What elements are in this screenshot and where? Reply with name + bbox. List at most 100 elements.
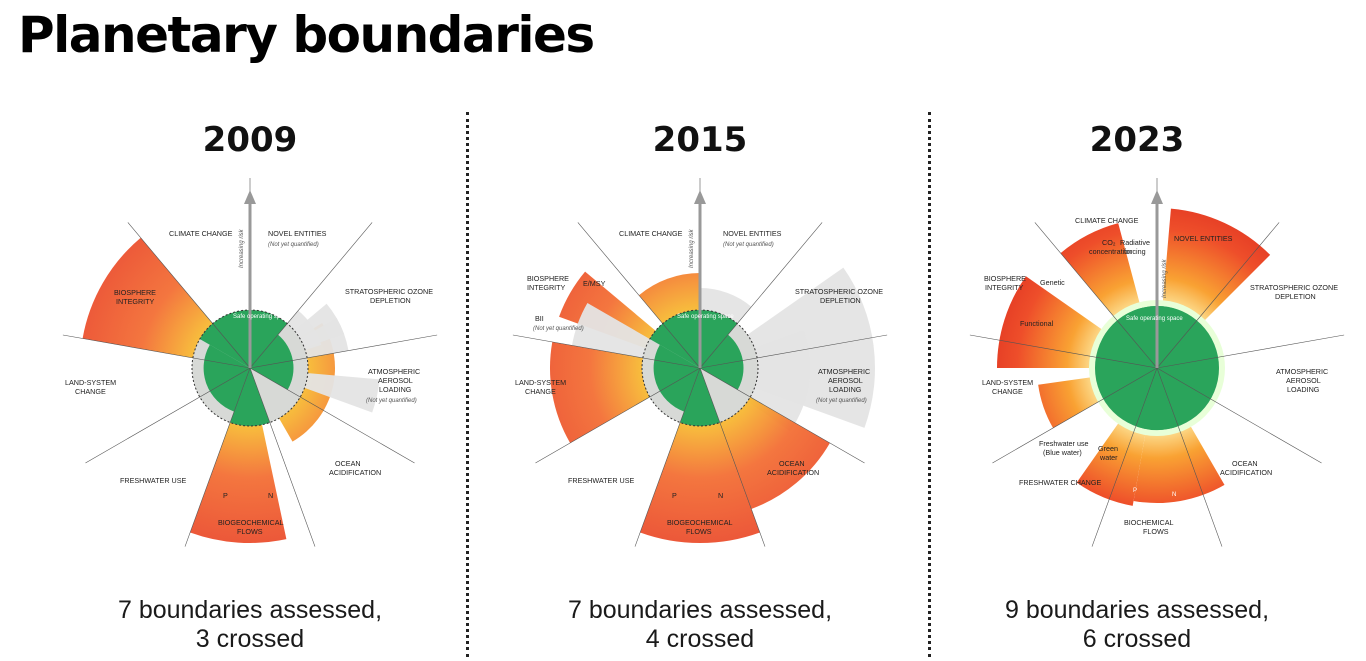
label-novel-entities: NOVEL ENTITIES [1174,234,1233,243]
planetary-boundaries-diagram: Increasing risk Safe operating space CLI… [512,178,888,547]
risk-axis-label: Increasing risk [1162,258,1168,298]
label-aerosol: ATMOSPHERIC [1276,367,1328,376]
boundary-spoke [249,334,438,369]
panel-caption: 7 boundaries assessed, 3 crossed [25,596,475,654]
safe-zone [653,344,700,412]
label-green-water: Green [1098,444,1118,453]
safe-zone [250,334,294,390]
label-ocean: OCEAN [335,459,361,468]
label-aerosol-note: (Not yet quantified) [816,398,867,404]
label-biogeochemical-2: FLOWS [686,527,712,536]
label-climate-change: CLIMATE CHANGE [619,229,683,238]
label-biogeochemical: BIOGEOCHEMICAL [218,518,284,527]
page-title: Planetary boundaries [18,6,595,64]
boundary-spoke [699,367,865,464]
label-biogeochemical-2: FLOWS [237,527,263,536]
label-ocean-2: ACIDIFICATION [329,468,381,477]
label-p: P [672,491,677,500]
label-land-system: LAND-SYSTEM [982,378,1033,387]
label-ozone-2: DEPLETION [370,296,411,305]
label-aerosol-note: (Not yet quantified) [366,398,417,404]
label-radiative-2: forcing [1124,247,1146,256]
label-radiative: Radiative [1120,238,1150,247]
safe-space-label: Safe operating space [677,314,734,320]
risk-axis-arrowhead [244,190,256,204]
label-n: N [1172,492,1176,498]
label-biogeochemical: BIOCHEMICAL [1124,518,1174,527]
label-freshwater: FRESHWATER USE [120,476,186,485]
label-blue-water-2: (Blue water) [1043,448,1082,457]
boundary-spoke [992,367,1158,464]
wedges [82,237,380,543]
boundary-spoke [699,367,766,547]
label-land-system-2: CHANGE [525,387,556,396]
safe-zone [250,310,288,368]
planetary-boundaries-diagram: Increasing risk Safe operating space CLI… [62,178,438,547]
boundary-spoke [127,222,251,369]
label-bii: BII [535,314,544,323]
label-ozone: STRATOSPHERIC OZONE [795,287,883,296]
label-land-system-2: CHANGE [992,387,1023,396]
caption-line: 6 crossed [1082,625,1192,653]
boundary-wedge [640,368,760,543]
wedges [550,267,875,543]
boundary-spoke [1156,367,1223,547]
label-p: P [1133,488,1137,494]
boundary-spoke [1034,222,1158,369]
label-functional: Functional [1020,319,1054,328]
label-green-water-2: water [1099,453,1118,462]
risk-axis-arrowhead [694,190,706,204]
safe-zone [203,344,250,412]
label-aerosol: ATMOSPHERIC [368,367,420,376]
label-aerosol-2: AEROSOL [378,376,413,385]
safe-zone [700,334,744,390]
risk-axis-arrowhead [1151,190,1163,204]
label-ocean: OCEAN [779,459,805,468]
label-land-system-2: CHANGE [75,387,106,396]
label-freshwater: FRESHWATER USE [568,476,634,485]
planetary-boundaries-diagram: Increasing risk Safe operating space CLI… [969,178,1345,547]
label-novel-entities: NOVEL ENTITIES [268,229,327,238]
boundary-spoke [699,334,888,369]
label-novel-note: (Not yet quantified) [723,242,774,248]
safe-space-label: Safe operating space [233,314,290,320]
boundary-spoke [249,222,373,369]
boundary-wedge [190,368,287,543]
label-land-system: LAND-SYSTEM [515,378,566,387]
label-ozone-2: DEPLETION [1275,292,1316,301]
boundary-spoke [62,334,251,369]
risk-axis-label: Increasing risk [689,228,695,268]
safe-space-label: Safe operating space [1126,316,1183,322]
caption-line: 4 crossed [645,625,755,653]
boundary-spoke [1156,222,1280,369]
panel-year: 2023 [1089,120,1185,160]
safe-zone [230,368,270,426]
label-aerosol-3: LOADING [829,385,862,394]
wedges [997,208,1271,506]
label-blue-water: Freshwater use [1039,439,1089,448]
label-ozone: STRATOSPHERIC OZONE [345,287,433,296]
panel-caption: 7 boundaries assessed, 4 crossed [475,596,925,654]
caption-line: 3 crossed [195,625,305,653]
label-biosphere-2: INTEGRITY [116,297,155,306]
label-bii-note: (Not yet quantified) [533,326,584,332]
label-aerosol-2: AEROSOL [1286,376,1321,385]
label-ocean-2: ACIDIFICATION [767,468,819,477]
boundary-spoke [634,367,701,547]
label-biosphere: BIOSPHERE [527,274,569,283]
label-novel-note: (Not yet quantified) [268,242,319,248]
boundary-spoke [512,334,701,369]
label-co2-2: concentration [1089,247,1132,256]
label-land-system: LAND-SYSTEM [65,378,116,387]
label-n: N [268,491,273,500]
caption-line: 7 boundaries assessed, [567,596,833,624]
label-biosphere-2: INTEGRITY [985,283,1024,292]
label-climate-change: CLIMATE CHANGE [1075,216,1139,225]
label-freshwater: FRESHWATER CHANGE [1019,478,1101,487]
label-co2: CO₂ [1102,238,1116,247]
label-emsy: E/MSY [583,279,606,288]
panel-year: 2009 [202,120,298,160]
label-ozone: STRATOSPHERIC OZONE [1250,283,1338,292]
panel-2015: 2015 Increasing risk Safe operating spac… [475,112,925,657]
boundary-spoke [249,367,316,547]
